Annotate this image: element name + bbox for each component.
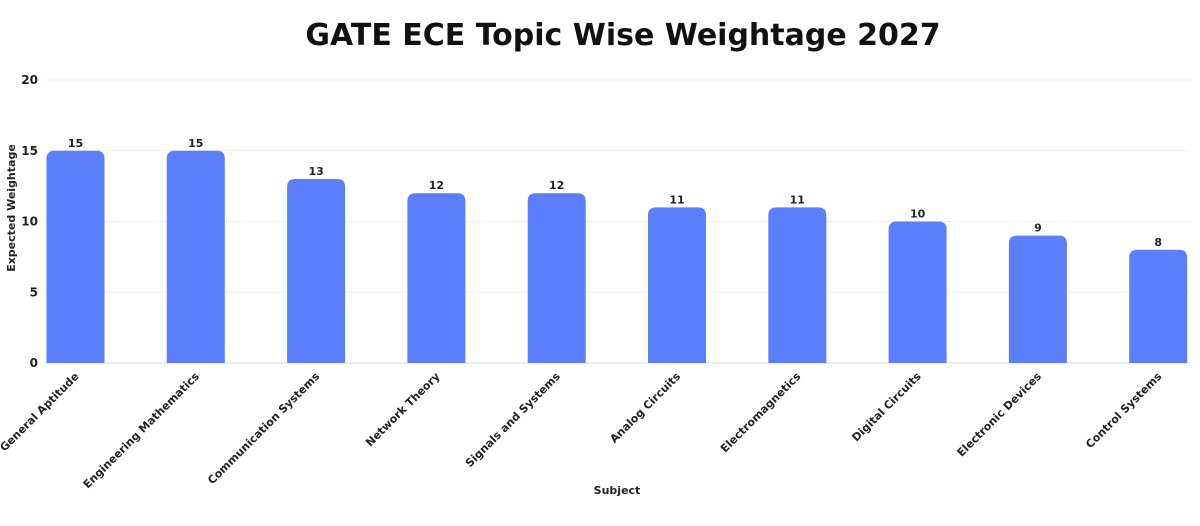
bar [1129, 249, 1188, 363]
bar [648, 207, 706, 363]
y-tick-label: 20 [21, 73, 38, 87]
y-tick-label: 15 [21, 144, 38, 158]
data-label: 15 [188, 137, 203, 150]
x-tick-label: Electronic Devices [955, 370, 1045, 460]
y-tick-label: 5 [30, 285, 38, 299]
data-label: 11 [790, 193, 805, 206]
data-label: 8 [1154, 236, 1162, 249]
y-tick-label: 0 [30, 356, 38, 370]
x-tick-label: Signals and Systems [463, 370, 563, 470]
bars [46, 150, 1188, 363]
bar [1008, 235, 1067, 363]
x-tick-label: Digital Circuits [849, 370, 924, 445]
x-tick-label: General Aptitude [0, 370, 82, 454]
data-label: 15 [68, 137, 83, 150]
x-tick-label: Network Theory [363, 370, 442, 449]
y-tick-label: 10 [21, 215, 38, 229]
x-tick-label: Communication Systems [205, 370, 322, 487]
data-label: 11 [669, 193, 684, 206]
data-label: 10 [910, 208, 926, 221]
chart-title: GATE ECE Topic Wise Weightage 2027 [305, 18, 941, 53]
data-label: 12 [429, 179, 444, 192]
data-label: 12 [549, 179, 564, 192]
x-tick-label: Analog Circuits [607, 370, 683, 446]
y-axis-title: Expected Weightage [5, 144, 18, 272]
data-label: 9 [1034, 222, 1042, 235]
bar [166, 150, 225, 363]
bar [768, 207, 827, 363]
bar [287, 179, 346, 363]
bar [888, 221, 947, 363]
bar [407, 193, 466, 363]
x-axis-title: Subject [594, 484, 641, 497]
gridlines [45, 79, 1190, 364]
bar [527, 193, 586, 363]
x-tick-label: Electromagnetics [718, 370, 804, 456]
x-tick-label: Engineering Mathematics [81, 370, 202, 491]
x-tick-label: Control Systems [1083, 370, 1164, 451]
bar [46, 150, 105, 363]
data-label: 13 [308, 165, 323, 178]
